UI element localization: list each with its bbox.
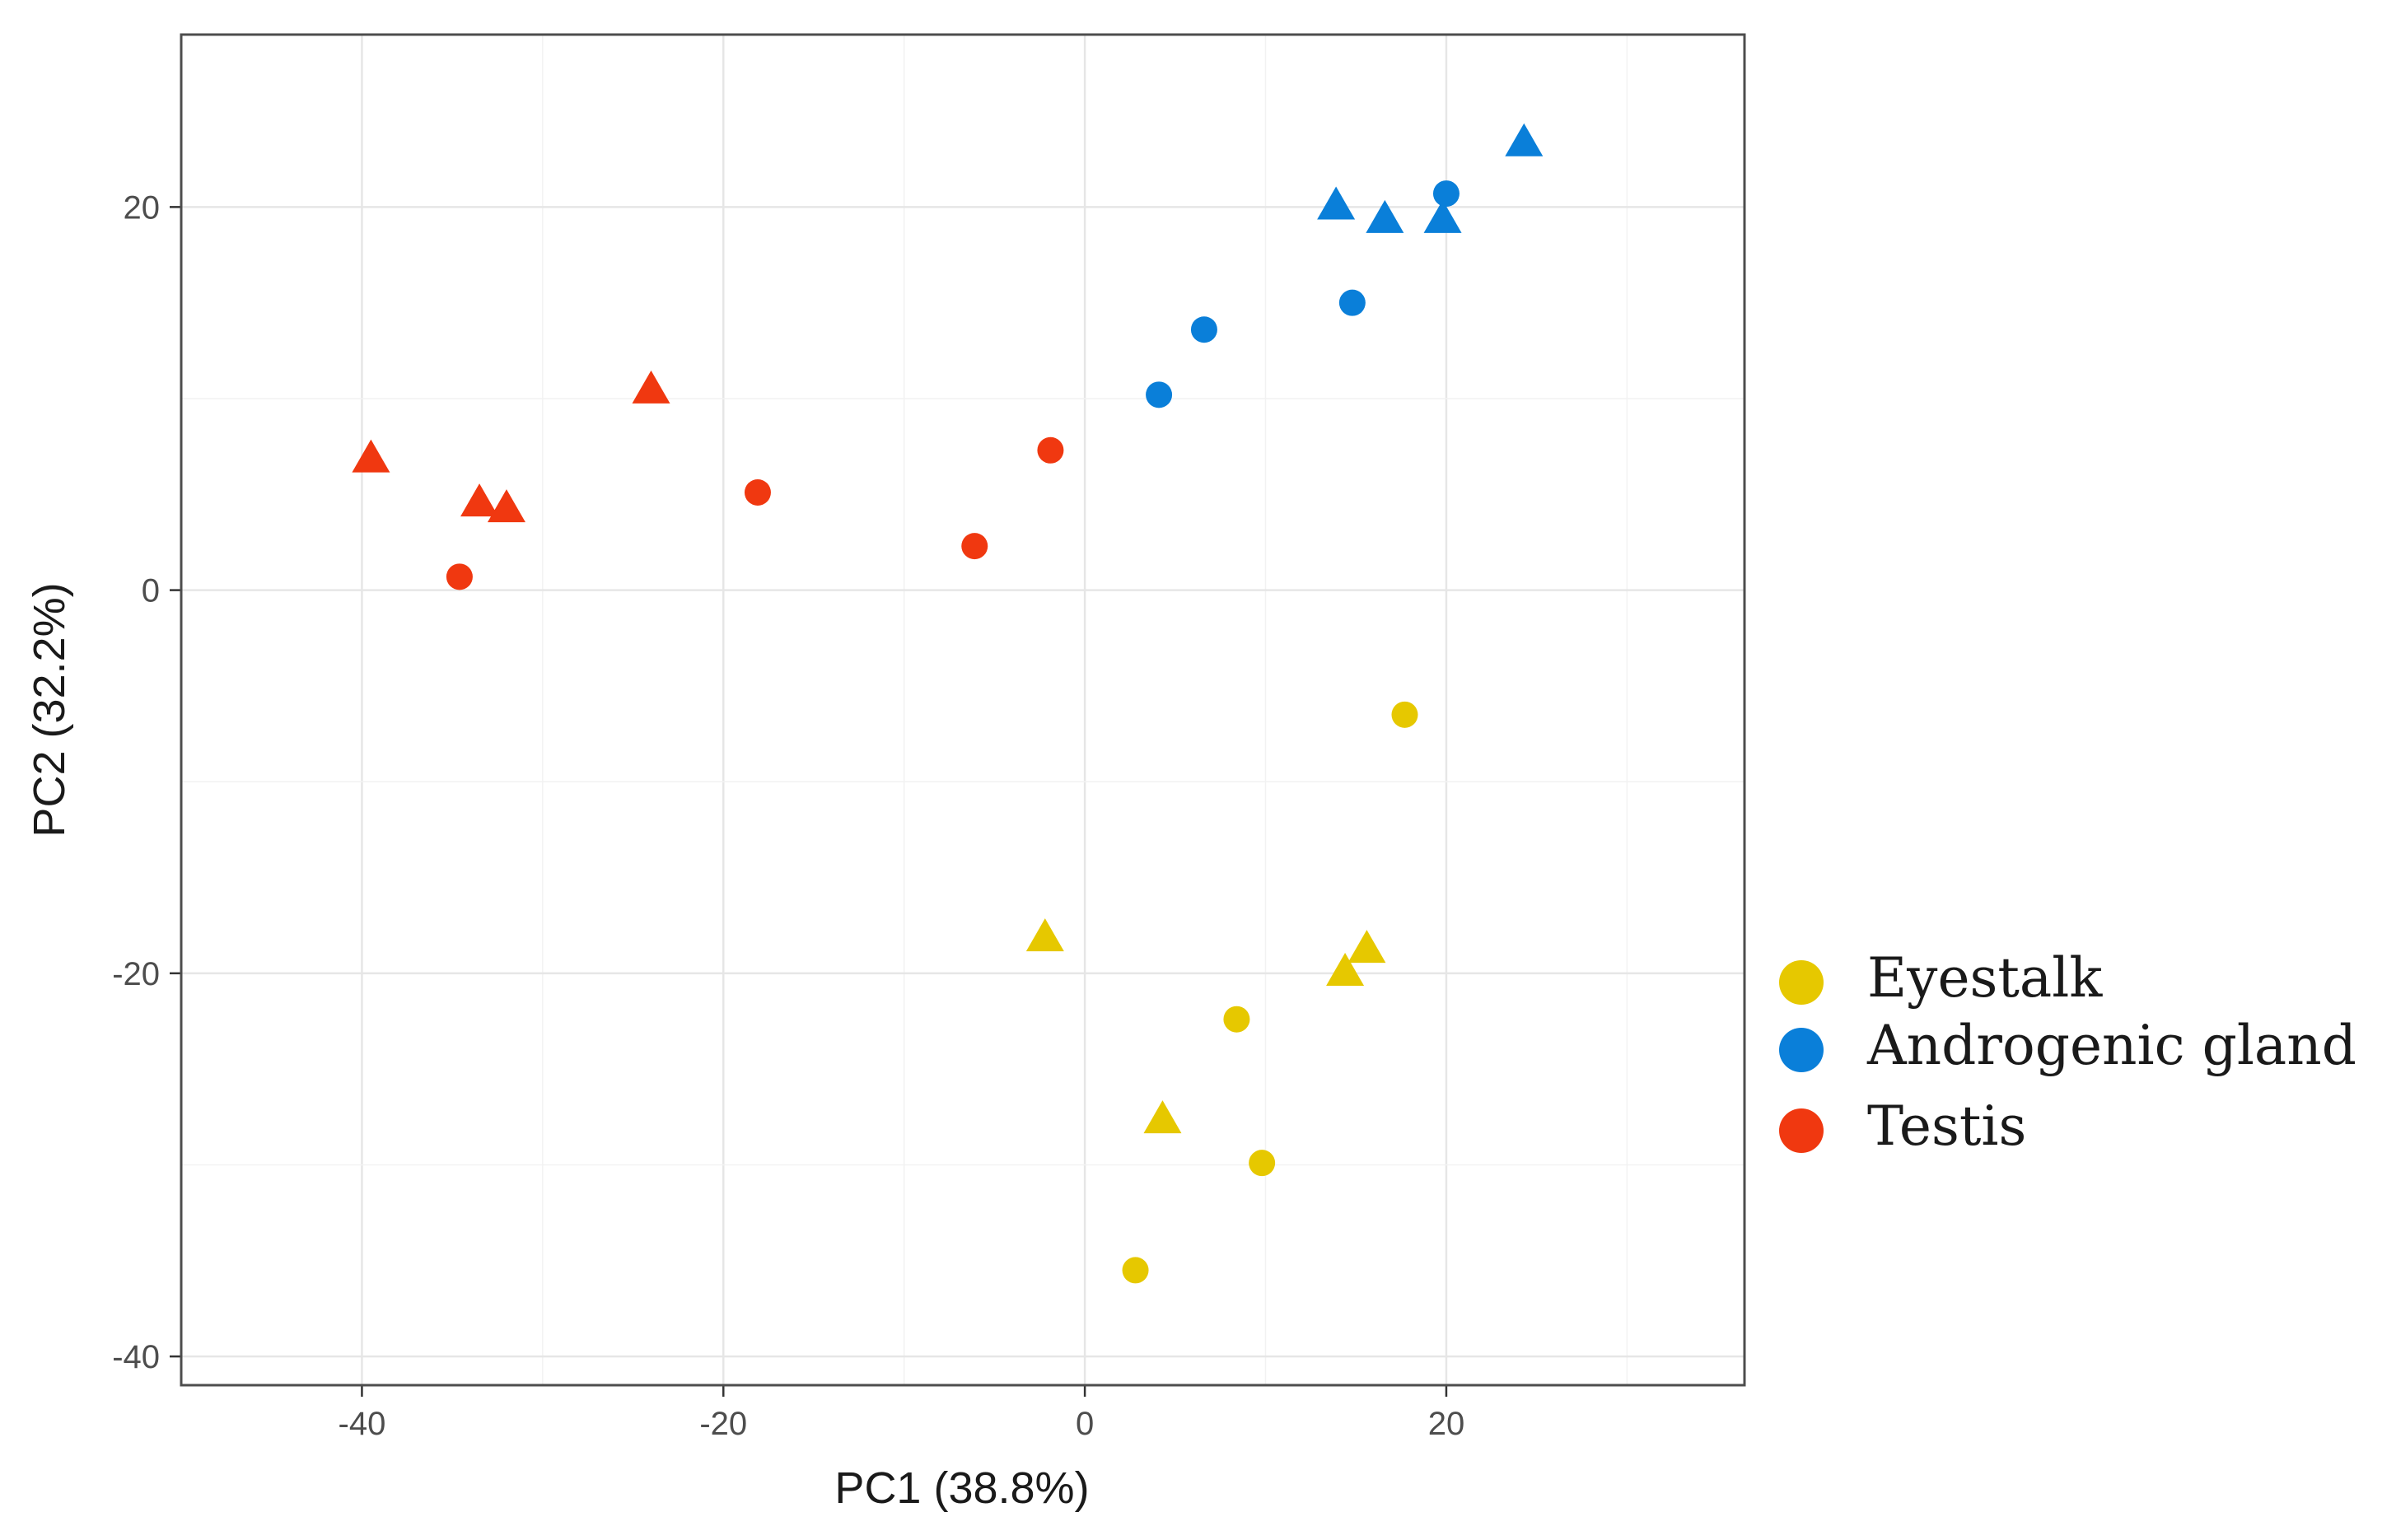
point-testis-circle bbox=[446, 563, 473, 590]
point-androgenic-gland-triangle bbox=[1423, 199, 1462, 233]
point-testis-circle bbox=[1037, 436, 1064, 464]
legend-key-testis bbox=[1779, 1108, 1824, 1153]
point-androgenic-gland-circle bbox=[1432, 180, 1460, 208]
point-eyestalk-triangle bbox=[1347, 930, 1386, 964]
point-testis-triangle bbox=[352, 439, 390, 473]
point-androgenic-gland-triangle bbox=[1505, 123, 1544, 156]
point-testis-triangle bbox=[632, 370, 670, 404]
point-androgenic-gland-circle bbox=[1190, 316, 1217, 343]
point-testis-circle bbox=[961, 533, 988, 560]
point-androgenic-gland-triangle bbox=[1366, 199, 1404, 233]
y-tick-label: -40 bbox=[112, 1339, 160, 1375]
x-tick-label: -20 bbox=[699, 1406, 747, 1442]
legend-key-androgenic-gland bbox=[1779, 1028, 1824, 1072]
y-tick-label: 20 bbox=[124, 189, 161, 226]
legend-label-eyestalk: Eyestalk bbox=[1867, 946, 2103, 1010]
point-eyestalk-triangle bbox=[1143, 1100, 1182, 1134]
legend-label-testis: Testis bbox=[1867, 1094, 2026, 1158]
point-testis-triangle bbox=[487, 489, 525, 523]
data-points bbox=[352, 123, 1544, 1284]
point-eyestalk-circle bbox=[1249, 1150, 1276, 1177]
grid bbox=[180, 35, 1744, 1385]
point-eyestalk-triangle bbox=[1025, 918, 1064, 952]
panel-border bbox=[180, 33, 1746, 1387]
axis-ticks: -40 -20 0 20 20 0 -20 -40 bbox=[112, 189, 1464, 1442]
x-axis-title: PC1 (38.8%) bbox=[834, 1463, 1089, 1513]
point-androgenic-gland-circle bbox=[1146, 381, 1173, 408]
y-tick-label: 0 bbox=[142, 573, 160, 609]
point-testis-circle bbox=[744, 478, 771, 506]
y-tick-label: -20 bbox=[112, 956, 160, 992]
legend-label-androgenic-gland: Androgenic gland bbox=[1866, 1014, 2356, 1077]
y-axis-title: PC2 (32.2%) bbox=[25, 582, 74, 837]
point-eyestalk-circle bbox=[1223, 1006, 1250, 1033]
x-tick-label: -40 bbox=[339, 1406, 386, 1442]
x-tick-label: 20 bbox=[1428, 1406, 1465, 1442]
legend-key-eyestalk bbox=[1779, 960, 1824, 1005]
point-eyestalk-circle bbox=[1391, 701, 1418, 728]
legend: Eyestalk Androgenic gland Testis bbox=[1779, 946, 2356, 1158]
point-androgenic-gland-triangle bbox=[1317, 186, 1356, 220]
point-testis-triangle bbox=[460, 483, 499, 517]
x-tick-label: 0 bbox=[1076, 1406, 1094, 1442]
point-eyestalk-triangle bbox=[1326, 953, 1365, 987]
point-androgenic-gland-circle bbox=[1338, 289, 1366, 316]
point-eyestalk-circle bbox=[1122, 1257, 1149, 1284]
